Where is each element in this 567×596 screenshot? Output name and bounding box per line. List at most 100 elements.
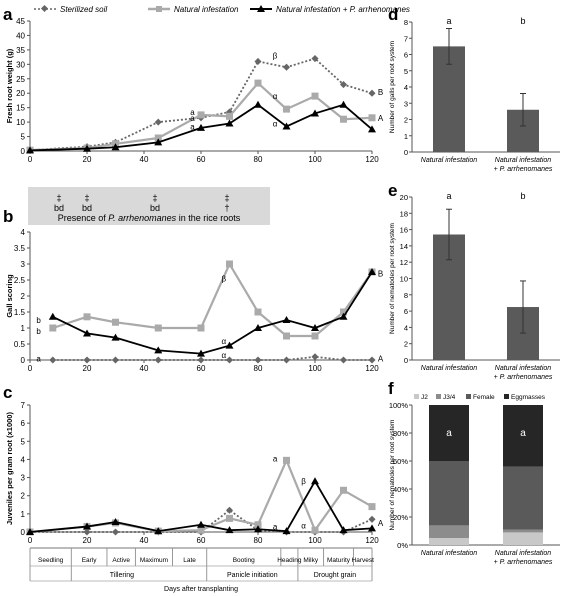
stage-xlabel: Days after transplanting	[164, 586, 238, 593]
data-point	[254, 100, 262, 108]
y-axis-label: Gall scoring	[5, 274, 14, 318]
y-tick-label: 2	[404, 116, 408, 125]
y-tick-label: 1	[21, 324, 26, 333]
y-axis-label: Number of galls per root system	[389, 41, 396, 133]
y-tick-label: 5	[404, 67, 408, 76]
bar-segment	[429, 538, 469, 545]
y-tick-label: 4	[21, 228, 26, 237]
y-tick-label: 6	[404, 307, 408, 316]
panel-label-c: c	[3, 383, 12, 402]
y-tick-label: 20%	[393, 513, 408, 522]
data-point	[368, 356, 376, 364]
annotation: b	[36, 327, 41, 336]
data-point	[311, 92, 319, 100]
annotation: A	[378, 114, 384, 123]
data-point	[339, 312, 348, 320]
annotation: α	[273, 92, 278, 101]
data-point	[83, 144, 91, 152]
y-tick-label: 8	[404, 291, 408, 300]
bar-segment	[429, 525, 469, 538]
annotation: β	[221, 274, 226, 283]
x-tick-label: 60	[197, 536, 206, 545]
chart-nematodes-per-root: 0 2 4 6 8 10 12 14 16 18 20 Number of nematodes per…	[389, 191, 560, 381]
data-point	[339, 356, 348, 364]
data-point	[225, 506, 234, 514]
data-point	[368, 125, 376, 133]
bar-segment	[503, 405, 543, 467]
data-point	[339, 526, 348, 534]
legend-sterilized: Sterilized soil	[60, 5, 107, 14]
series-line	[52, 271, 373, 355]
y-tick-label: 5	[21, 133, 26, 142]
data-point	[225, 119, 234, 127]
x-tick-label: 120	[365, 364, 379, 373]
stage-label: Booting	[233, 557, 255, 564]
annotation: β	[273, 52, 278, 61]
y-tick-label: 6	[404, 51, 408, 60]
y-tick-label: 8	[404, 18, 408, 27]
y-tick-label: 20	[400, 193, 408, 202]
y-tick-label: 3	[21, 260, 26, 269]
legend: Sterilized soil Natural infestation Natu…	[34, 4, 410, 14]
y-tick-label: 2	[404, 340, 408, 349]
data-point	[282, 316, 291, 323]
data-point	[48, 312, 57, 320]
stage-label: Harvest	[352, 557, 375, 564]
x-tick-label: 0	[28, 536, 33, 545]
data-point	[254, 79, 262, 87]
bar-letter: b	[520, 16, 525, 26]
bar-letter: b	[520, 191, 525, 201]
data-point	[154, 134, 162, 142]
series-line	[29, 57, 373, 152]
bar-letter: a	[520, 428, 526, 439]
data-point	[282, 356, 291, 364]
x-tick-label: 100	[308, 155, 322, 164]
y-tick-label: 10	[400, 275, 408, 284]
y-tick-label: 0	[21, 528, 26, 537]
y-tick-label: 3	[404, 99, 408, 108]
y-axis-label: Fresh root weight (g)	[5, 48, 14, 123]
y-tick-label: 30	[16, 60, 25, 69]
panel-label-e: e	[388, 181, 397, 200]
data-point	[282, 63, 291, 71]
x-tick-label: 60	[197, 364, 206, 373]
annotation: B	[378, 270, 383, 279]
y-tick-label: 15	[16, 104, 25, 113]
y-tick-label: 14	[400, 242, 408, 251]
category-label: Natural infestation + P. arrhenomanes	[494, 550, 553, 566]
data-point	[283, 105, 290, 113]
x-tick-label: 20	[83, 536, 92, 545]
annotation: β	[301, 477, 306, 486]
y-tick-label: 4	[404, 83, 408, 92]
y-tick-label: 1.5	[14, 308, 26, 317]
series-line	[30, 509, 373, 533]
y-tick-label: 0	[21, 147, 26, 156]
x-tick-label: 80	[254, 155, 263, 164]
category-label: Natural infestation	[421, 157, 478, 164]
y-tick-label: 35	[16, 46, 25, 55]
annotation: a	[273, 455, 278, 464]
data-point	[254, 57, 262, 65]
legend-swatch	[414, 394, 419, 399]
data-point	[154, 527, 163, 535]
data-point	[225, 341, 234, 349]
panel-label-a: a	[3, 5, 13, 24]
presence-letter-1: bd	[54, 203, 64, 213]
data-point	[368, 503, 376, 511]
y-tick-label: 4	[404, 323, 408, 332]
annotation: A	[378, 519, 384, 528]
y-tick-label: 1	[404, 132, 408, 141]
bar-segment	[503, 466, 543, 530]
data-point	[49, 324, 57, 332]
data-point	[111, 528, 120, 536]
data-point	[340, 308, 347, 316]
stage-label: Heading	[277, 557, 302, 564]
y-tick-label: 5	[21, 437, 26, 446]
chart-galls-per-root: 0 1 2 3 4 5 6 7 8 Number of galls per root system…	[389, 16, 560, 173]
bar-segment	[429, 461, 469, 526]
x-tick-label: 0	[28, 364, 33, 373]
data-point	[311, 332, 319, 340]
data-point	[254, 521, 262, 529]
y-tick-label: 4	[21, 455, 26, 464]
y-tick-label: 40	[16, 31, 25, 40]
